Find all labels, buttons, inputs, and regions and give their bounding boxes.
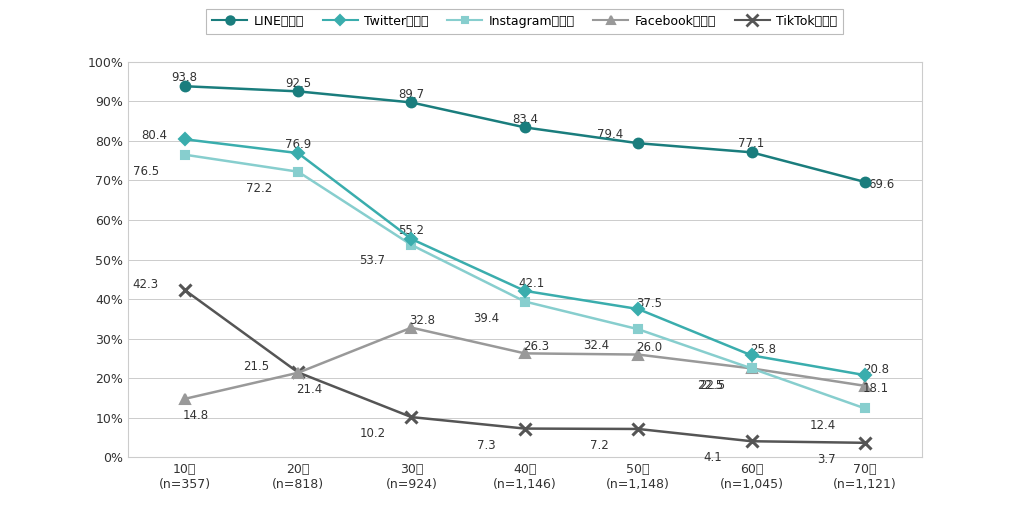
Text: 3.7: 3.7	[817, 453, 836, 466]
Text: 10.2: 10.2	[359, 427, 386, 440]
Text: 72.2: 72.2	[246, 182, 272, 195]
Text: 89.7: 89.7	[398, 87, 425, 101]
Text: 39.4: 39.4	[473, 311, 499, 325]
Text: 55.2: 55.2	[398, 224, 424, 237]
Text: 93.8: 93.8	[172, 71, 198, 84]
Text: 79.4: 79.4	[597, 128, 624, 141]
Text: 32.8: 32.8	[410, 314, 435, 327]
Text: 4.1: 4.1	[703, 451, 722, 465]
Text: 20.8: 20.8	[863, 363, 889, 376]
Text: 32.4: 32.4	[584, 339, 609, 353]
Text: 92.5: 92.5	[285, 77, 311, 89]
Text: 69.6: 69.6	[868, 178, 895, 191]
Text: 80.4: 80.4	[141, 128, 167, 141]
Text: 76.9: 76.9	[285, 138, 311, 151]
Text: 83.4: 83.4	[512, 113, 538, 125]
Text: 21.5: 21.5	[244, 360, 269, 373]
Text: 37.5: 37.5	[636, 297, 663, 310]
Text: 42.1: 42.1	[518, 278, 545, 290]
Text: 7.3: 7.3	[476, 439, 496, 452]
Text: 14.8: 14.8	[182, 409, 209, 422]
Text: 12.4: 12.4	[810, 418, 837, 432]
Text: 22.5: 22.5	[696, 379, 723, 392]
Text: 26.0: 26.0	[636, 341, 663, 354]
Legend: LINE利用率, Twitter利用率, Instagram利用率, Facebook利用率, TikTok利用率: LINE利用率, Twitter利用率, Instagram利用率, Faceb…	[206, 9, 844, 34]
Text: 42.3: 42.3	[133, 278, 159, 291]
Text: 25.8: 25.8	[750, 343, 775, 356]
Text: 76.5: 76.5	[133, 165, 159, 178]
Text: 77.1: 77.1	[738, 137, 765, 151]
Text: 18.1: 18.1	[863, 382, 889, 395]
Text: 21.4: 21.4	[296, 383, 323, 396]
Text: 26.3: 26.3	[523, 340, 549, 353]
Text: 7.2: 7.2	[590, 439, 608, 452]
Text: 22.5: 22.5	[699, 379, 726, 392]
Text: 53.7: 53.7	[359, 254, 386, 267]
